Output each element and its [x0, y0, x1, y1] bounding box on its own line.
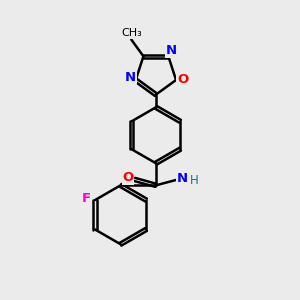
- Text: N: N: [166, 44, 177, 58]
- Text: O: O: [177, 74, 188, 86]
- Text: F: F: [82, 192, 91, 205]
- Text: H: H: [190, 174, 199, 188]
- Text: N: N: [177, 172, 188, 185]
- Text: CH₃: CH₃: [121, 28, 142, 38]
- Text: O: O: [123, 172, 134, 184]
- Text: N: N: [125, 70, 136, 84]
